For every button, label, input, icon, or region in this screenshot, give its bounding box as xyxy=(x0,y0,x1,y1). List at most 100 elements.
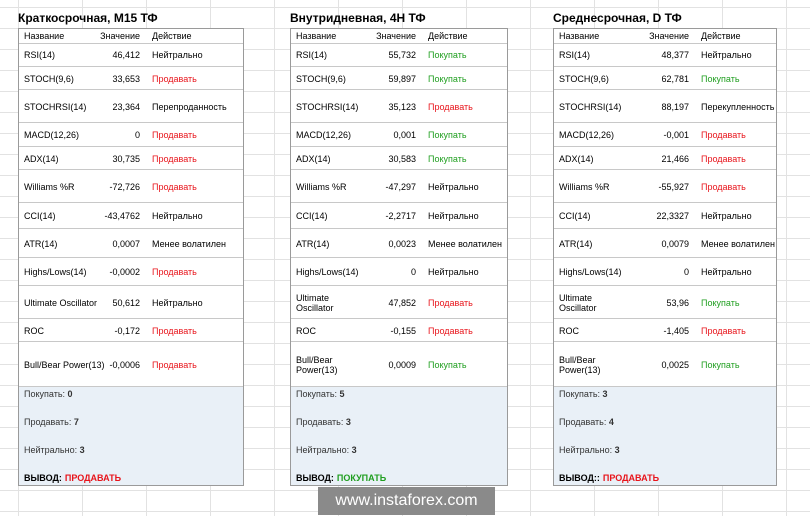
indicator-row: Williams %R -47,297 Нейтрально xyxy=(291,170,507,203)
indicator-row: ROC -0,172 Продавать xyxy=(19,319,243,342)
indicator-row: Ultimate Oscillator 53,96 Покупать xyxy=(554,286,776,319)
summary-area xyxy=(19,387,243,485)
indicator-value: -0,001 xyxy=(663,130,689,140)
indicator-action: Покупать xyxy=(428,359,467,370)
indicator-name: ROC xyxy=(24,325,44,336)
indicator-row: ROC -1,405 Продавать xyxy=(554,319,776,342)
summary-count: 3 xyxy=(79,445,85,455)
header-value: Значение xyxy=(649,31,689,41)
indicator-value: 0,0009 xyxy=(388,359,416,370)
indicator-row: CCI(14) -2,2717 Нейтрально xyxy=(291,203,507,229)
indicator-action: Менее волатилен xyxy=(152,238,227,249)
indicator-name: STOCH(9,6) xyxy=(559,73,609,84)
indicator-value: -0,0006 xyxy=(109,359,140,370)
indicator-action: Продавать xyxy=(701,130,746,140)
indicator-action: Продавать xyxy=(428,101,473,112)
summary-label: Покупать: xyxy=(24,389,66,399)
indicator-value: -0,0002 xyxy=(109,267,140,277)
indicator-action: Перекупленность xyxy=(701,101,775,112)
indicator-value: 0,0025 xyxy=(661,359,689,370)
indicator-value: 55,732 xyxy=(388,50,416,60)
indicator-row: Ultimate Oscillator 50,612 Нейтрально xyxy=(19,286,243,319)
indicator-action: Покупать xyxy=(701,359,740,370)
indicator-action: Продавать xyxy=(428,325,473,336)
indicator-name: STOCHRSI(14) xyxy=(559,101,622,112)
indicator-value: -47,297 xyxy=(385,181,416,192)
indicator-row: STOCHRSI(14) 23,364 Перепроданность xyxy=(19,90,243,123)
summary-line: Продавать: 3 xyxy=(296,417,351,427)
indicator-row: Bull/Bear Power(13) 0,0025 Покупать xyxy=(554,342,776,387)
header-row: Название Значение Действие xyxy=(291,29,507,44)
summary-label: Продавать: xyxy=(559,417,607,427)
header-action: Действие xyxy=(428,31,468,41)
indicator-action: Нейтрально xyxy=(701,267,752,277)
conclusion-label: ВЫВОД: xyxy=(24,473,62,483)
indicator-row: ROC -0,155 Продавать xyxy=(291,319,507,342)
header-row: Название Значение Действие xyxy=(19,29,243,44)
summary-line: Нейтрально: 3 xyxy=(24,445,85,455)
indicator-value: -1,405 xyxy=(663,325,689,336)
indicator-row: MACD(12,26) 0 Продавать xyxy=(19,123,243,147)
indicator-value: 0,0079 xyxy=(661,238,689,249)
indicator-action: Перепроданность xyxy=(152,101,227,112)
indicator-action: Продавать xyxy=(428,297,473,308)
indicator-name: CCI(14) xyxy=(24,211,56,221)
indicator-value: 22,3327 xyxy=(656,211,689,221)
indicator-value: 59,897 xyxy=(388,73,416,84)
summary-line: Нейтрально: 3 xyxy=(559,445,620,455)
panel-title: Внутридневная, 4H ТФ xyxy=(290,11,426,25)
indicator-name: STOCH(9,6) xyxy=(24,73,74,84)
indicator-row: Bull/Bear Power(13) -0,0006 Продавать xyxy=(19,342,243,387)
header-action: Действие xyxy=(701,31,741,41)
indicator-value: 46,412 xyxy=(112,50,140,60)
indicator-action: Нейтрально xyxy=(152,211,203,221)
summary-label: Нейтрально: xyxy=(24,445,78,455)
summary-count: 0 xyxy=(67,389,73,399)
header-name: Название xyxy=(559,31,600,41)
indicator-name: CCI(14) xyxy=(559,211,591,221)
header-action: Действие xyxy=(152,31,192,41)
indicator-value: 0 xyxy=(410,267,416,277)
indicator-value: 0,0007 xyxy=(112,238,140,249)
conclusion: ВЫВОД: ПОКУПАТЬ xyxy=(296,473,386,483)
summary-label: Продавать: xyxy=(296,417,344,427)
indicator-value: 33,653 xyxy=(112,73,140,84)
indicator-name: Bull/Bear Power(13) xyxy=(24,359,105,370)
summary-line: Покупать: 0 xyxy=(24,389,73,399)
indicator-value: 62,781 xyxy=(661,73,689,84)
indicator-name: Williams %R xyxy=(24,181,75,192)
indicator-row: CCI(14) 22,3327 Нейтрально xyxy=(554,203,776,229)
indicator-row: Williams %R -72,726 Продавать xyxy=(19,170,243,203)
indicator-action: Продавать xyxy=(152,325,197,336)
indicator-action: Покупать xyxy=(428,73,467,84)
conclusion-value: ПРОДАВАТЬ xyxy=(64,473,122,483)
indicator-row: Highs/Lows(14) -0,0002 Продавать xyxy=(19,258,243,286)
indicator-name: Ultimate Oscillator xyxy=(559,292,597,313)
indicator-row: ATR(14) 0,0007 Менее волатилен xyxy=(19,229,243,258)
indicator-name: ATR(14) xyxy=(296,238,330,249)
indicator-row: Williams %R -55,927 Продавать xyxy=(554,170,776,203)
summary-label: Продавать: xyxy=(24,417,72,427)
indicator-value: 23,364 xyxy=(112,101,140,112)
indicator-action: Нейтрально xyxy=(428,211,479,221)
header-row: Название Значение Действие xyxy=(554,29,776,44)
indicator-value: 88,197 xyxy=(661,101,689,112)
indicator-row: RSI(14) 55,732 Покупать xyxy=(291,43,507,67)
indicator-name: STOCH(9,6) xyxy=(296,73,346,84)
indicator-action: Покупать xyxy=(701,297,740,308)
indicator-action: Менее волатилен xyxy=(428,238,503,249)
indicator-name: ATR(14) xyxy=(24,238,58,249)
indicator-row: STOCH(9,6) 62,781 Покупать xyxy=(554,67,776,90)
indicator-name: STOCHRSI(14) xyxy=(24,101,87,112)
indicator-name: RSI(14) xyxy=(24,50,56,60)
conclusion: ВЫВОД: ПРОДАВАТЬ xyxy=(24,473,121,483)
header-value: Значение xyxy=(100,31,140,41)
header-name: Название xyxy=(24,31,65,41)
summary-line: Продавать: 4 xyxy=(559,417,614,427)
indicator-row: Bull/Bear Power(13) 0,0009 Покупать xyxy=(291,342,507,387)
indicator-value: 21,466 xyxy=(661,153,689,164)
indicator-name: Highs/Lows(14) xyxy=(559,267,622,277)
indicator-name: ATR(14) xyxy=(559,238,593,249)
indicator-value: 0,001 xyxy=(393,130,416,140)
indicator-value: -0,172 xyxy=(114,325,140,336)
